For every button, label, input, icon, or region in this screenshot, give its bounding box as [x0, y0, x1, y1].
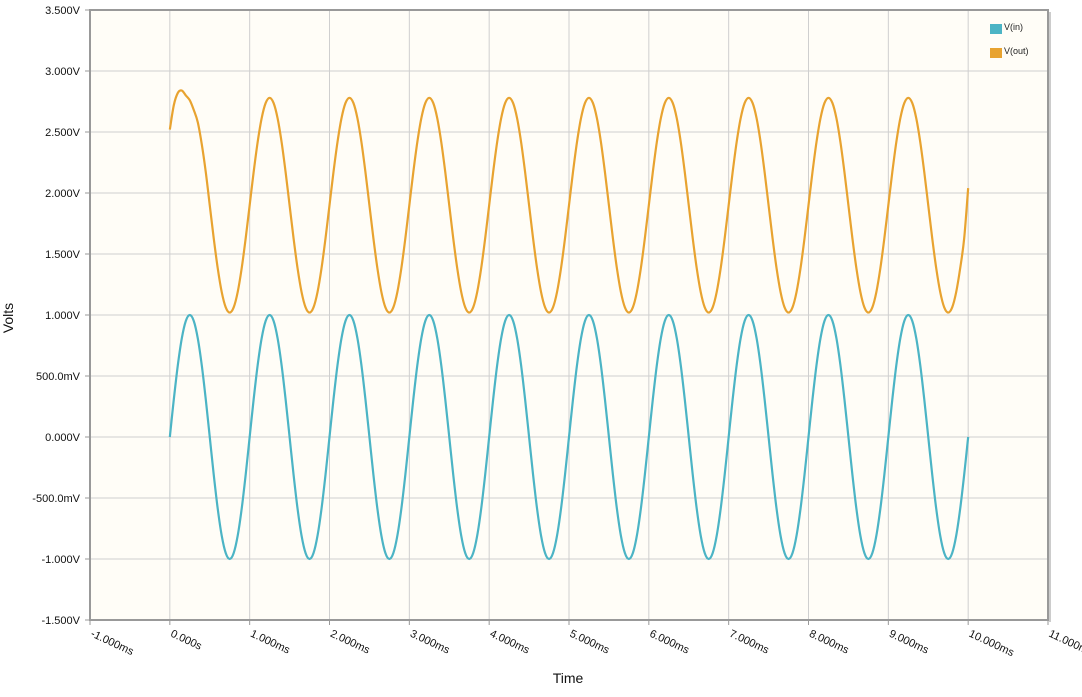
y-tick-label: 3.500V: [45, 5, 81, 17]
y-tick-label: 2.000V: [45, 188, 81, 200]
y-axis-ticks: 3.500V 3.000V 2.500V 2.000V 1.500V 1.000V 500.…: [32, 5, 90, 627]
x-tick-label: 8.000ms: [807, 628, 851, 657]
plot-frame: [89, 9, 1049, 621]
x-axis-ticks: -1.000ms 0.000s 1.000ms 2.000ms 3.000ms 4.000…: [89, 620, 1082, 659]
x-tick-label: 1.000ms: [248, 628, 292, 657]
y-tick-label: 0.000V: [45, 432, 81, 444]
y-tick-label: -500.0mV: [32, 493, 80, 505]
x-tick-label: 7.000ms: [727, 628, 771, 657]
y-axis-title: Volts: [0, 303, 16, 333]
legend-label-vout: V(out): [1004, 46, 1029, 56]
x-tick-label: 6.000ms: [648, 628, 692, 657]
x-tick-label: 9.000ms: [887, 628, 931, 657]
y-tick-label: 3.000V: [45, 66, 81, 78]
x-tick-label: 11.000ms: [1047, 628, 1082, 659]
x-tick-label: 5.000ms: [568, 628, 612, 657]
legend-swatch-vout: [990, 48, 1002, 58]
series-line-vin: [168, 313, 970, 561]
y-tick-label: 2.500V: [45, 127, 81, 139]
x-tick-label: 10.000ms: [967, 628, 1016, 660]
x-tick-label: 0.000s: [169, 628, 204, 653]
x-tick-label: -1.000ms: [89, 628, 136, 658]
series-line-vout: [168, 89, 970, 314]
y-tick-label: -1.000V: [41, 554, 80, 566]
legend-swatch-vin: [990, 24, 1002, 34]
y-tick-label: 1.000V: [45, 310, 81, 322]
x-tick-label: 2.000ms: [328, 628, 372, 657]
series-lines: [168, 89, 970, 561]
legend: V(in) V(out): [990, 22, 1029, 58]
x-tick-label: 4.000ms: [488, 628, 532, 657]
y-tick-label: 1.500V: [45, 249, 81, 261]
x-tick-label: 3.000ms: [408, 628, 452, 657]
y-tick-label: 500.0mV: [36, 371, 81, 383]
x-axis-title: Time: [553, 670, 584, 686]
y-tick-label: -1.500V: [41, 615, 80, 627]
legend-label-vin: V(in): [1004, 22, 1023, 32]
